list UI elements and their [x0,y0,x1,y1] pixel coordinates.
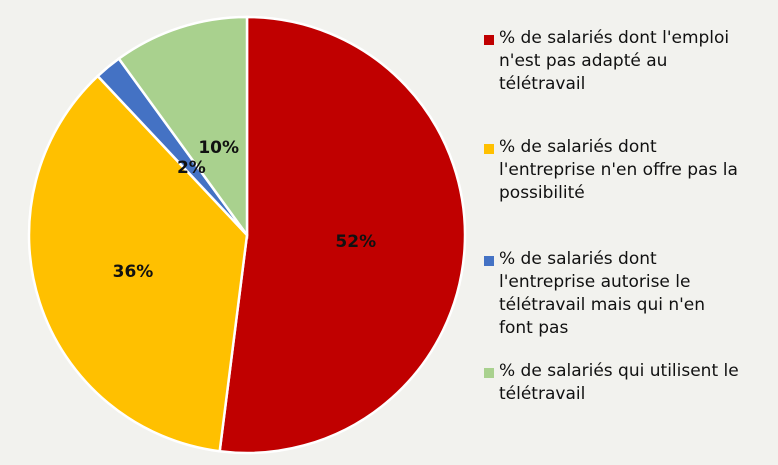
legend-swatch-entreprise-refuse [484,144,494,154]
legend-line: télétravail [499,384,586,404]
legend-line: télétravail mais qui n'en [499,295,706,315]
legend-item-utilise-teletravail: % de salariés qui utilisent le télétrava… [484,360,776,406]
pie-slice-utilise-teletravail [117,15,249,239]
legend-line: % de salariés dont [499,249,657,269]
slice-label-autorise-non-utilise: 2% [177,158,206,178]
legend-swatch-autorise-non-utilise [484,256,494,266]
legend-item-autorise-non-utilise: % de salariés dont l'entreprise autorise… [484,248,776,340]
legend-item-entreprise-refuse: % de salariés dont l'entreprise n'en off… [484,136,776,205]
legend-line: n'est pas adapté au [499,51,668,71]
pie-slice-emploi-non-adapte [218,15,467,455]
legend-line: possibilité [499,183,585,203]
legend-line: % de salariés dont [499,137,657,157]
legend-line: % de salariés qui utilisent le [499,361,739,381]
legend-swatch-emploi-non-adapte [484,35,494,45]
legend-line: font pas [499,318,569,338]
pie-chart: 52% 36% 2%10% [27,15,467,455]
legend-item-emploi-non-adapte: % de salariés dont l'emploi n'est pas ad… [484,27,776,96]
pie-slice-entreprise-refuse [27,74,249,453]
slice-label-utilise-teletravail: 10% [198,138,239,158]
legend-line: télétravail [499,74,586,94]
legend-line: l'entreprise n'en offre pas la [499,160,738,180]
legend-line: l'entreprise autorise le [499,272,691,292]
legend-line: % de salariés dont l'emploi [499,28,730,48]
slice-label-emploi-non-adapte: 52% [335,232,376,252]
slice-label-entreprise-refuse: 36% [113,262,154,282]
legend-swatch-utilise-teletravail [484,368,494,378]
